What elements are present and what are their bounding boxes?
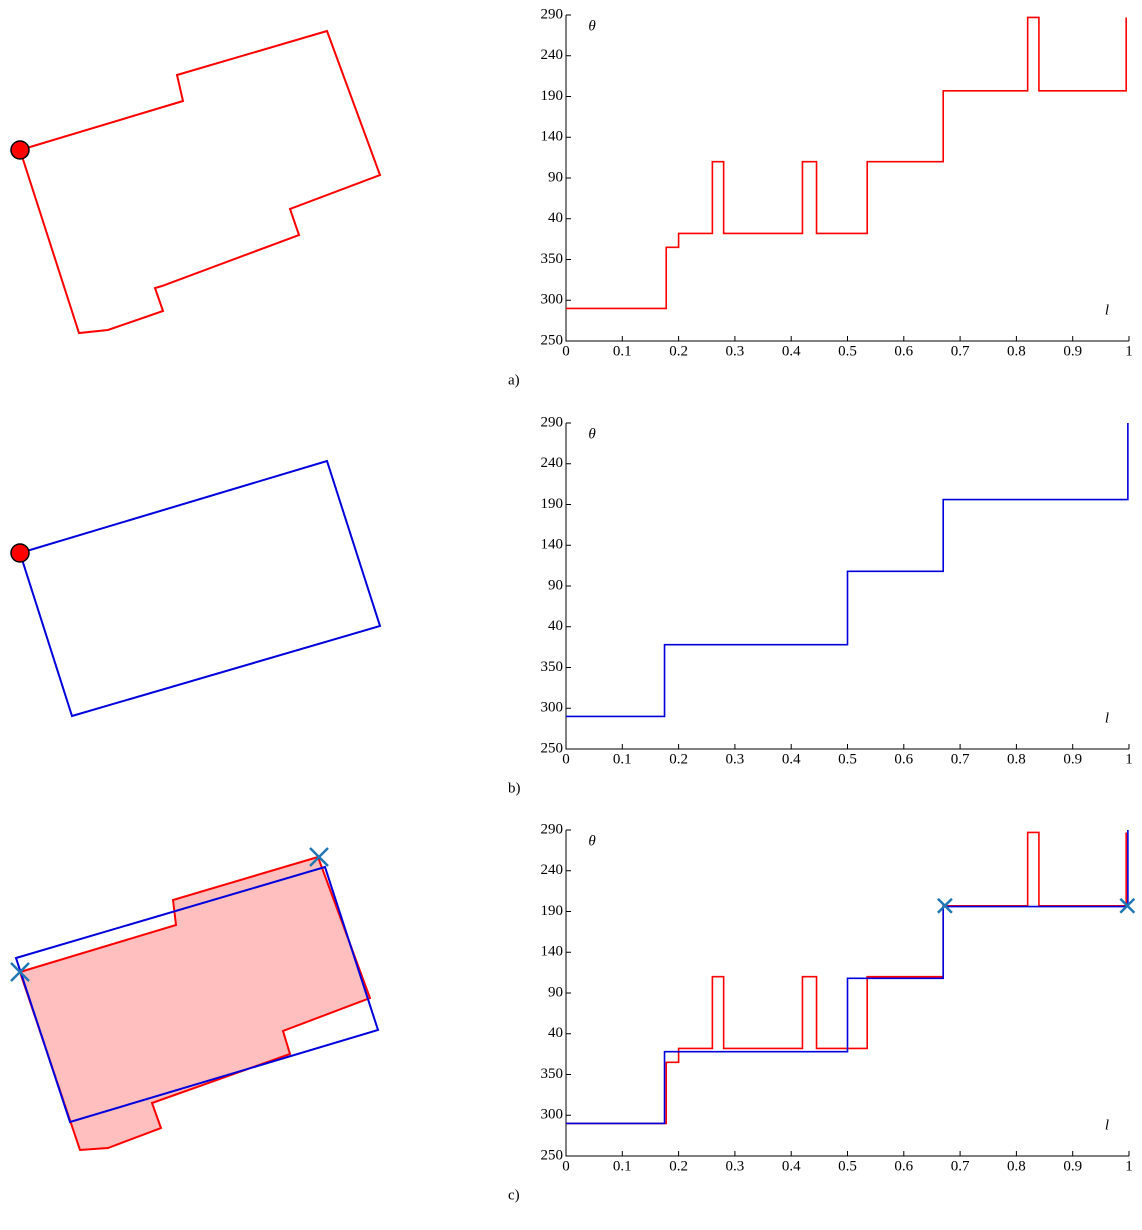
y-axis-label: θ [588, 833, 596, 849]
y-tick-label: 350 [541, 1066, 564, 1082]
x-tick-label: 0.4 [782, 1158, 801, 1174]
point-marker [1119, 897, 1136, 914]
polygon-b [18, 459, 382, 718]
y-tick-label: 140 [541, 537, 564, 553]
y-tick-label: 350 [541, 659, 564, 675]
y-tick-label: 40 [548, 210, 563, 226]
x-tick-label: 0.4 [782, 751, 801, 767]
start-point [10, 543, 30, 563]
y-tick-label: 90 [548, 984, 563, 1000]
x-tick-label: 0.7 [951, 343, 970, 359]
cross [10, 847, 329, 982]
panel-label: a) [508, 372, 520, 388]
y-tick-label: 190 [541, 903, 564, 919]
x-tick-label: 0.9 [1063, 343, 1082, 359]
y-tick-label: 250 [541, 332, 564, 348]
x-tick-label: 0.3 [726, 751, 745, 767]
y-tick-label: 190 [541, 88, 564, 104]
x-tick-label: 1 [1125, 751, 1133, 767]
y-tick-label: 240 [541, 862, 564, 878]
step-line [566, 830, 1129, 1125]
step-line [566, 16, 1127, 310]
point-marker [937, 897, 953, 914]
x-tick-label: 0.6 [894, 1158, 913, 1174]
start-point [10, 140, 30, 160]
y-tick-label: 140 [541, 944, 564, 960]
y-axis-label: θ [588, 426, 596, 442]
x-tick-label: 0.8 [1007, 1158, 1026, 1174]
x-tick-label: 0.2 [669, 1158, 688, 1174]
y-tick-label: 140 [541, 129, 564, 145]
x-tick-label: 0 [562, 751, 570, 767]
x-tick-label: 0.7 [951, 751, 970, 767]
x-tick-label: 0.9 [1063, 751, 1082, 767]
x-tick-label: 0.9 [1063, 1158, 1082, 1174]
panel-label: c) [508, 1187, 520, 1203]
x-tick-label: 0.1 [613, 751, 632, 767]
x-tick-label: 0.7 [951, 1158, 970, 1174]
x-tick-label: 0.2 [669, 343, 688, 359]
y-tick-label: 250 [541, 1147, 564, 1163]
x-axis-label: l [1105, 1117, 1109, 1133]
y-tick-label: 350 [541, 251, 564, 267]
x-tick-label: 0.8 [1007, 751, 1026, 767]
x-tick-label: 0.8 [1007, 343, 1026, 359]
y-tick-label: 40 [548, 618, 563, 634]
x-tick-label: 0.5 [838, 1158, 857, 1174]
y-tick-label: 300 [541, 292, 564, 308]
step-line [566, 831, 1127, 1125]
x-tick-label: 0.5 [838, 751, 857, 767]
y-tick-label: 300 [541, 1107, 564, 1123]
y-tick-label: 250 [541, 740, 564, 756]
x-tick-label: 0 [562, 1158, 570, 1174]
x-tick-label: 0 [562, 343, 570, 359]
y-tick-label: 90 [548, 169, 563, 185]
x-tick-label: 0.6 [894, 751, 913, 767]
x-tick-label: 0.6 [894, 343, 913, 359]
y-tick-label: 240 [541, 455, 564, 471]
y-tick-label: 300 [541, 700, 564, 716]
x-tick-label: 0.4 [782, 343, 801, 359]
y-tick-label: 290 [541, 414, 564, 430]
y-tick-label: 90 [548, 577, 563, 593]
axis [565, 15, 1129, 342]
polygon-c-blue [14, 865, 380, 1124]
y-tick-label: 40 [548, 1025, 563, 1041]
x-tick-label: 0.1 [613, 343, 632, 359]
x-tick-label: 1 [1125, 1158, 1133, 1174]
x-tick-label: 0.3 [726, 343, 745, 359]
x-axis-label: l [1105, 710, 1109, 726]
x-axis-label: l [1105, 302, 1109, 318]
y-tick-label: 290 [541, 6, 564, 22]
x-tick-label: 1 [1125, 343, 1133, 359]
y-tick-label: 190 [541, 496, 564, 512]
y-tick-label: 290 [541, 821, 564, 837]
step-line [566, 423, 1129, 718]
y-axis-label: θ [588, 18, 596, 34]
panel-label: b) [508, 780, 521, 796]
x-tick-label: 0.1 [613, 1158, 632, 1174]
polygon-a [18, 29, 382, 335]
x-tick-label: 0.2 [669, 751, 688, 767]
x-tick-label: 0.5 [838, 343, 857, 359]
x-tick-label: 0.3 [726, 1158, 745, 1174]
polygon-c-red [18, 855, 372, 1152]
y-tick-label: 240 [541, 47, 564, 63]
